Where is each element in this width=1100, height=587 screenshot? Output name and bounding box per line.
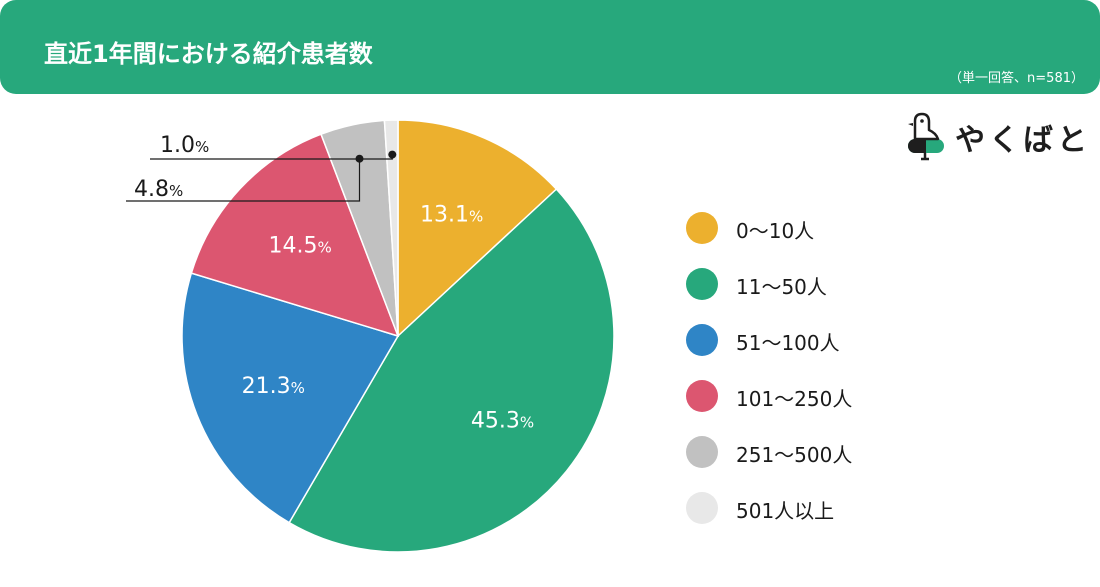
- pie-slice: [288, 188, 615, 553]
- slice-value-label: 13.1%: [420, 202, 483, 227]
- pie-slice: [181, 272, 400, 524]
- legend-label: 251〜500人: [736, 443, 853, 467]
- legend-label: 101〜250人: [736, 387, 853, 411]
- legend-swatch: [686, 492, 718, 524]
- brand-logo: やくばと: [905, 111, 1087, 161]
- legend-label: 11〜50人: [736, 275, 827, 299]
- chart-header: 直近1年間における紹介患者数 （単一回答、n=581）: [0, 0, 1100, 94]
- slice-value-label: 1.0%: [160, 133, 209, 158]
- legend-label: 0〜10人: [736, 219, 815, 243]
- leader-dot: [388, 150, 397, 159]
- legend-label: 501人以上: [736, 499, 835, 523]
- bird-on-pill-icon: [908, 112, 944, 161]
- legend-swatch: [686, 268, 718, 300]
- legend-swatch: [686, 212, 718, 244]
- pie-slice: [190, 133, 400, 338]
- legend-swatch: [686, 380, 718, 412]
- brand-name: やくばと: [955, 123, 1091, 158]
- slice-value-label: 45.3%: [471, 409, 534, 434]
- leader-line: [126, 158, 361, 202]
- sample-note: （単一回答、n=581）: [949, 71, 1084, 86]
- legend-label: 51〜100人: [736, 331, 840, 355]
- legend-swatch: [686, 324, 718, 356]
- pie-slice: [397, 119, 558, 338]
- legend-swatch: [686, 436, 718, 468]
- pie-slice: [383, 119, 399, 337]
- slice-value-label: 4.8%: [134, 177, 183, 202]
- slice-value-label: 21.3%: [242, 374, 305, 399]
- slice-value-label: 14.5%: [268, 234, 331, 259]
- chart-title: 直近1年間における紹介患者数: [44, 40, 373, 68]
